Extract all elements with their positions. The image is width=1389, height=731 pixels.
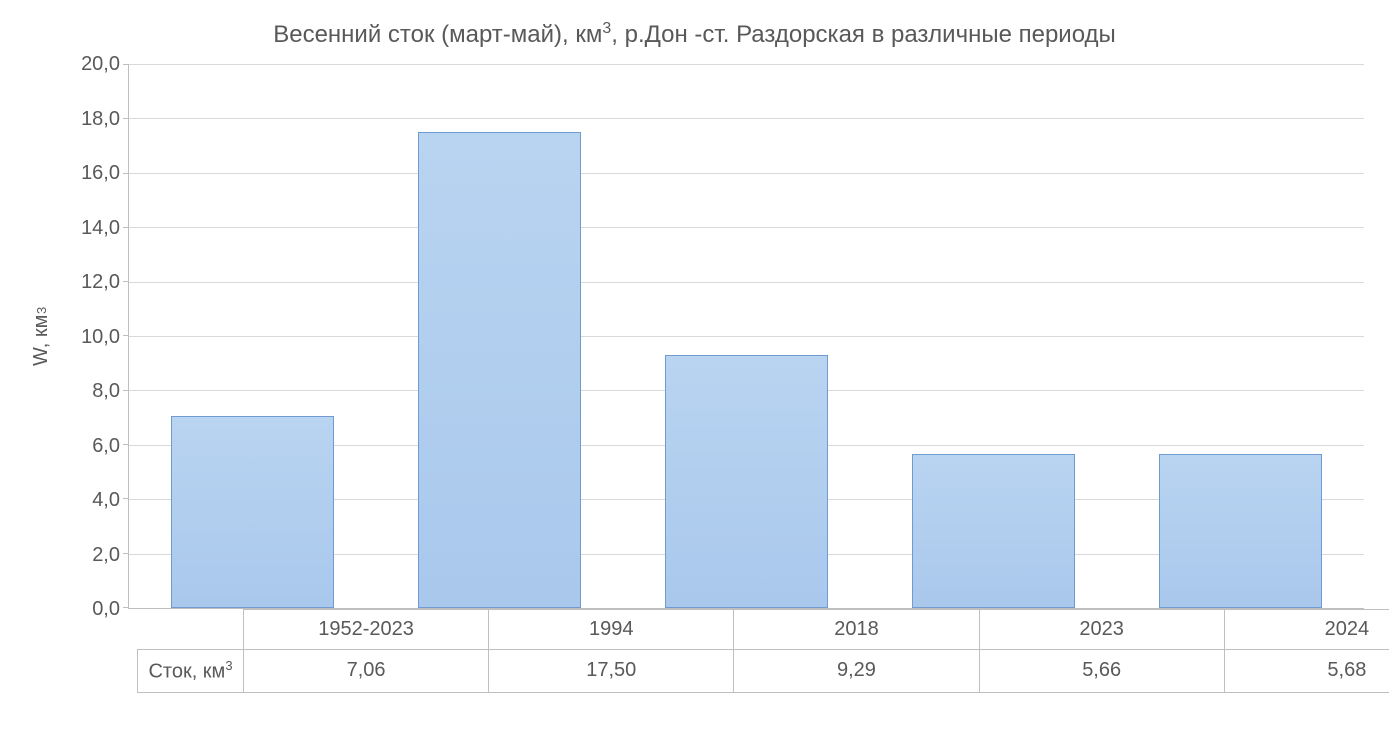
category-cell: 1994 bbox=[489, 610, 734, 650]
row-header-blank bbox=[138, 610, 244, 650]
plot-area bbox=[128, 64, 1364, 609]
bar bbox=[912, 454, 1075, 608]
category-cell: 2024 bbox=[1224, 610, 1389, 650]
chart-title: Весенний сток (март-май), км3, р.Дон -ст… bbox=[25, 20, 1364, 49]
category-row: 1952-20231994201820232024 bbox=[138, 610, 1389, 650]
value-cell: 5,68 bbox=[1224, 650, 1389, 693]
value-row: Сток, км37,0617,509,295,665,68 bbox=[138, 650, 1389, 693]
value-cell: 5,66 bbox=[979, 650, 1224, 693]
category-cell: 2018 bbox=[734, 610, 979, 650]
chart-container: Весенний сток (март-май), км3, р.Дон -ст… bbox=[0, 0, 1389, 731]
bar-slot bbox=[623, 64, 870, 608]
bar-slot bbox=[1117, 64, 1364, 608]
bar-slot bbox=[129, 64, 376, 608]
bars-layer bbox=[129, 64, 1364, 608]
bar-slot bbox=[376, 64, 623, 608]
value-cell: 9,29 bbox=[734, 650, 979, 693]
bar bbox=[418, 132, 581, 608]
data-table: 1952-20231994201820232024Сток, км37,0617… bbox=[137, 609, 1389, 693]
value-cell: 7,06 bbox=[244, 650, 489, 693]
category-cell: 1952-2023 bbox=[244, 610, 489, 650]
bar bbox=[1159, 454, 1322, 608]
plot-wrap: W, км3 20,018,016,014,012,010,08,06,04,0… bbox=[25, 64, 1364, 609]
y-axis-ticks: 20,018,016,014,012,010,08,06,04,02,00,0 bbox=[58, 64, 128, 609]
value-cell: 17,50 bbox=[489, 650, 734, 693]
row-header-label: Сток, км3 bbox=[138, 650, 244, 693]
bar bbox=[171, 416, 334, 608]
y-axis-label: W, км3 bbox=[25, 64, 58, 609]
category-cell: 2023 bbox=[979, 610, 1224, 650]
bar-slot bbox=[870, 64, 1117, 608]
bar bbox=[665, 355, 828, 608]
